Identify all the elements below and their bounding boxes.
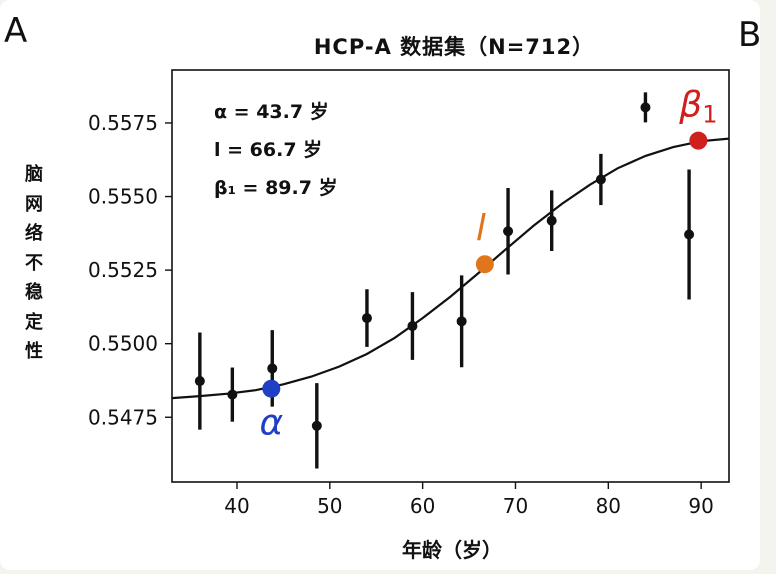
alpha-marker — [262, 379, 281, 398]
annotation-line: β₁ = 89.7 岁 — [214, 176, 338, 199]
chart-title: HCP-A 数据集（N=712） — [313, 35, 595, 59]
x-tick-label: 90 — [688, 494, 713, 518]
data-point — [503, 226, 514, 237]
l-marker — [475, 255, 494, 274]
l-label: l — [476, 208, 486, 249]
x-tick-label: 50 — [317, 494, 342, 518]
data-point — [595, 174, 606, 185]
data-point — [194, 376, 205, 387]
annotation-line: α = 43.7 岁 — [214, 100, 329, 123]
y-tick-label: 0.5525 — [88, 258, 158, 282]
y-tick-label: 0.5500 — [88, 332, 158, 356]
x-axis-label: 年龄（岁） — [402, 538, 502, 562]
y-axis-label-char: 不 — [25, 252, 43, 274]
y-axis-label-char: 网 — [25, 193, 43, 215]
y-tick-label: 0.5575 — [88, 111, 158, 135]
panel-letter-b: B — [738, 15, 762, 55]
beta1-label-sub: 1 — [702, 101, 717, 129]
key-markers: α l β1 — [259, 85, 717, 444]
beta1-marker — [689, 131, 708, 150]
y-axis-label: 脑网络不稳定性 — [22, 160, 46, 367]
y-axis-label-char: 脑 — [25, 164, 43, 185]
annotation-line: l = 66.7 岁 — [214, 138, 322, 161]
x-tick-label: 80 — [596, 494, 621, 518]
x-tick-label: 60 — [410, 494, 435, 518]
x-tick-label: 40 — [224, 494, 249, 518]
alpha-label: α — [259, 403, 283, 444]
y-axis-label-char: 定 — [25, 311, 43, 333]
plot-frame — [171, 69, 730, 483]
y-axis-label-char: 性 — [25, 341, 43, 362]
data-point — [640, 102, 651, 113]
data-point — [227, 389, 238, 400]
y-axis-label-text: 脑网络不稳定性 — [22, 160, 46, 367]
data-point — [361, 313, 372, 324]
data-point — [546, 215, 557, 226]
data-point — [407, 321, 418, 332]
data-point — [311, 420, 322, 431]
data-points — [194, 92, 695, 469]
data-point — [684, 229, 695, 240]
data-point — [456, 316, 467, 327]
data-point — [267, 363, 278, 374]
y-axis-label-char: 稳 — [25, 282, 43, 303]
parameter-annotations: α = 43.7 岁 l = 66.7 岁 β₁ = 89.7 岁 — [214, 100, 338, 199]
x-tick-label: 70 — [503, 494, 528, 518]
y-tick-label: 0.5550 — [88, 185, 158, 209]
beta1-label: β1 — [678, 85, 717, 129]
y-tick-label: 0.5475 — [88, 405, 158, 429]
panel-b-edge — [762, 0, 776, 574]
panel-letter-a: A — [4, 11, 28, 51]
axis-ticks: 40 50 60 70 80 90 0.5475 0.5500 0.5525 0.5550 0.55… — [88, 111, 714, 518]
figure-panel-a — [0, 0, 760, 570]
y-axis-label-char: 络 — [25, 223, 43, 244]
